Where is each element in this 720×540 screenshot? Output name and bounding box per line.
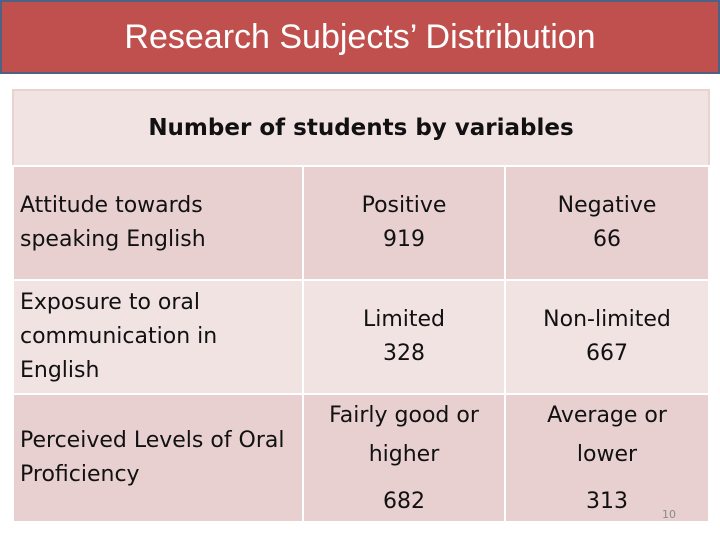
row-label-line: Perceived Levels of Oral	[20, 428, 285, 453]
value-cell-positive: Positive 919	[302, 165, 506, 281]
table-header: Number of students by variables	[11, 89, 711, 167]
slide-number: 10	[662, 508, 676, 521]
value-cell-fairly-good: Fairly good or higher 682	[302, 393, 506, 523]
category-count: 66	[593, 227, 621, 252]
category-label: Limited	[362, 307, 446, 332]
category-count: 328	[383, 341, 425, 366]
table-row-exposure: Exposure to oral communication in Englis…	[12, 279, 711, 395]
category-label: Non-limited	[543, 307, 671, 332]
value-cell-non-limited: Non-limited 667	[503, 279, 711, 395]
value-cell-negative: Negative 66	[503, 165, 711, 281]
row-label-line: Attitude towards	[20, 193, 203, 218]
category-count: 667	[586, 341, 628, 366]
row-label: Perceived Levels of Oral Proficiency	[12, 393, 304, 523]
row-label: Exposure to oral communication in Englis…	[12, 279, 304, 395]
slide-title-bar: Research Subjects’ Distribution	[0, 0, 720, 74]
row-label-line: communication in	[20, 324, 218, 349]
category-label: Fairly good or	[329, 402, 479, 428]
row-label-line: Proficiency	[20, 462, 140, 487]
category-count: 313	[586, 488, 628, 514]
value-cell-limited: Limited 328	[302, 279, 506, 395]
row-label-line: English	[20, 358, 100, 383]
category-label: lower	[576, 441, 638, 467]
category-label: Average or	[547, 402, 667, 428]
category-count: 919	[383, 227, 425, 252]
category-label: Negative	[557, 193, 657, 218]
row-label: Attitude towards speaking English	[12, 165, 304, 281]
table-row-attitude: Attitude towards speaking English Positi…	[12, 165, 711, 281]
row-label-line: speaking English	[20, 227, 206, 252]
slide-title: Research Subjects’ Distribution	[124, 17, 596, 56]
category-label: Positive	[361, 193, 447, 218]
table-row-proficiency: Perceived Levels of Oral Proficiency Fai…	[12, 393, 711, 523]
category-count: 682	[383, 488, 425, 514]
distribution-table: Number of students by variables Attitude…	[11, 89, 711, 523]
value-cell-average: Average or lower 313	[503, 393, 711, 523]
row-label-line: Exposure to oral	[20, 290, 201, 315]
table-header-text: Number of students by variables	[148, 114, 574, 141]
category-label: higher	[368, 441, 440, 467]
